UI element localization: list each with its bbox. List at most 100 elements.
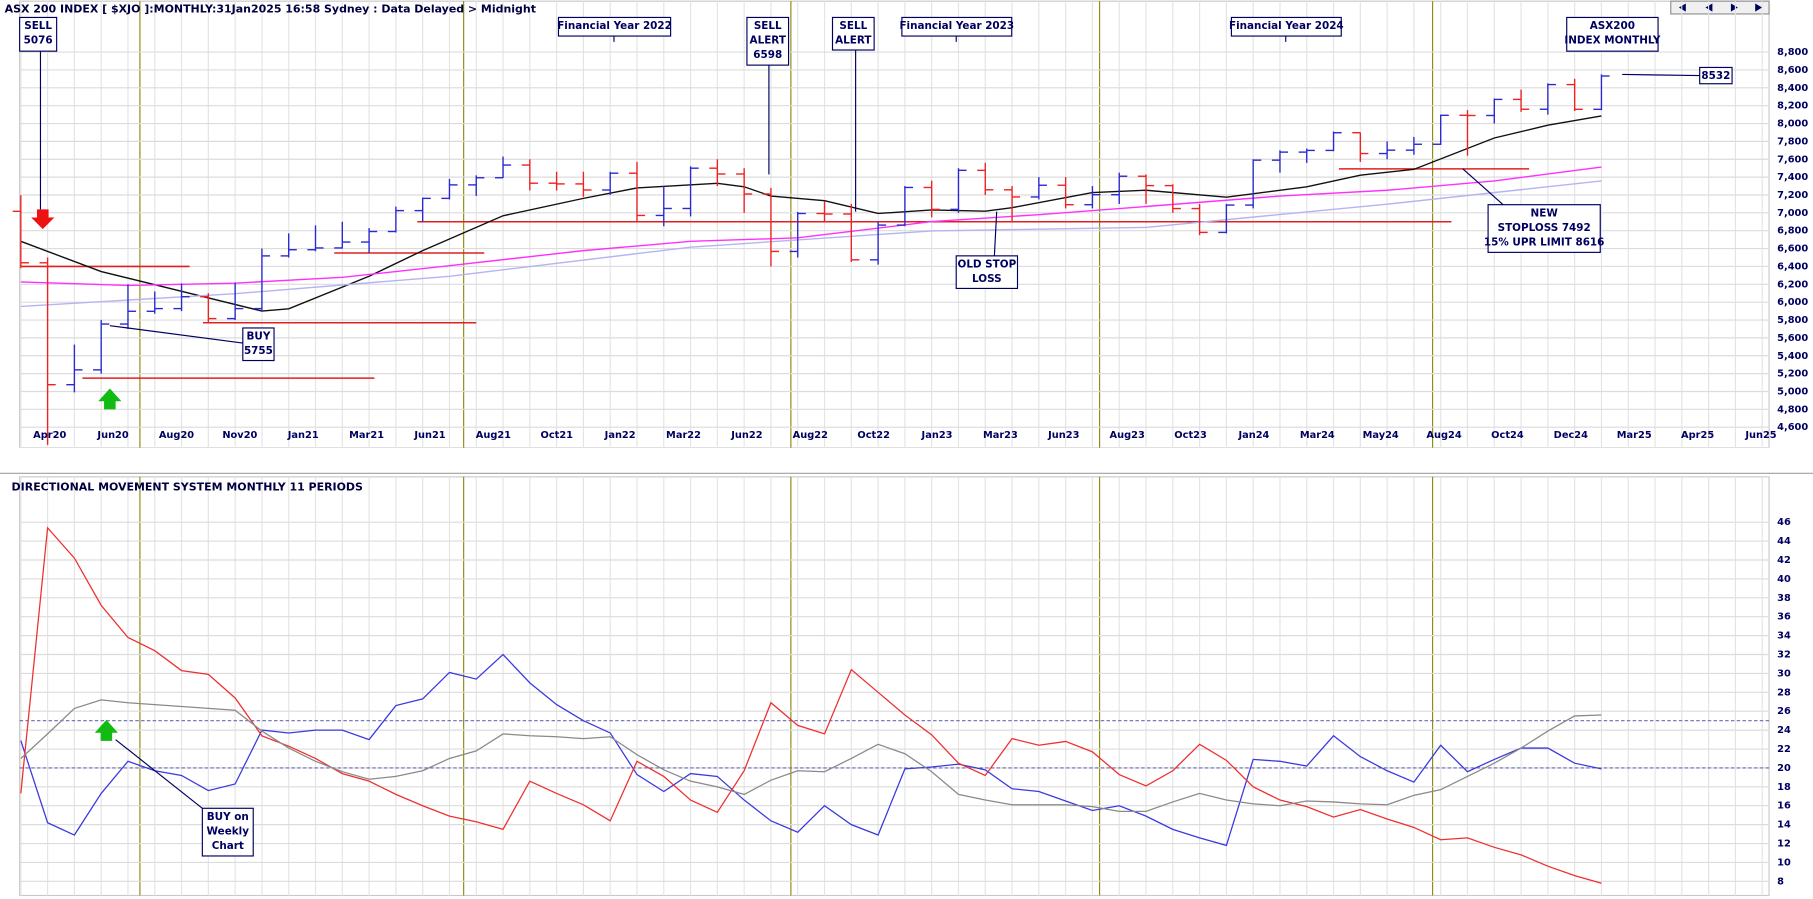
- dmi-panel: [19, 476, 1770, 897]
- y-tick-label: 7,400: [1777, 172, 1808, 183]
- y-tick-label: 5,600: [1777, 333, 1808, 344]
- x-tick-label: Jan24: [1237, 430, 1269, 441]
- y-tick-label: 7,200: [1777, 190, 1808, 201]
- y-tick-label: 28: [1777, 687, 1791, 698]
- y-tick-label: 5,000: [1777, 386, 1808, 397]
- y-tick-label: 14: [1777, 820, 1791, 831]
- annotation-box: [1230, 16, 1342, 37]
- y-tick-label: 36: [1777, 612, 1791, 623]
- y-tick-label: 22: [1777, 744, 1791, 755]
- dmi-line: [20, 653, 1602, 847]
- annotation-box: [831, 16, 875, 51]
- y-tick-label: 26: [1777, 706, 1791, 717]
- y-tick-label: 16: [1777, 801, 1791, 812]
- y-tick-label: 4,600: [1777, 422, 1808, 433]
- nav-last[interactable]: [1755, 3, 1763, 12]
- x-tick-label: Oct22: [857, 430, 890, 441]
- annotation-box: [1699, 66, 1733, 85]
- nav-bar: [1670, 0, 1770, 15]
- y-tick-label: 44: [1777, 536, 1791, 547]
- indicator-title: DIRECTIONAL MOVEMENT SYSTEM MONTHLY 11 P…: [12, 480, 363, 493]
- x-tick-label: Aug20: [159, 430, 194, 441]
- annotation-text: 6598: [753, 49, 782, 61]
- marks: [12, 74, 1770, 884]
- annotation-box: [955, 255, 1019, 290]
- x-tick-label: Aug23: [1110, 430, 1145, 441]
- y-tick-label: 30: [1777, 668, 1791, 679]
- y-tick-label: 5,400: [1777, 351, 1808, 362]
- dmi-line: [20, 699, 1602, 813]
- grid: [19, 1, 1770, 896]
- y-tick-label: 5,800: [1777, 315, 1808, 326]
- annotation-text: LOSS: [972, 273, 1002, 285]
- sell-arrow: [31, 209, 55, 230]
- labels: ASX 200 INDEX [ $XJO ]:MONTHLY:31Jan2025…: [5, 2, 1809, 887]
- y-tick-label: 5,200: [1777, 369, 1808, 380]
- buy-arrow: [98, 388, 122, 410]
- annotations: SELL 5076 Financial Year 2022 SELL ALERT 6598…: [19, 16, 1733, 857]
- x-tick-label: Aug24: [1426, 430, 1461, 441]
- y-tick-label: 6,000: [1777, 297, 1808, 308]
- annotation-text: BUY on: [207, 811, 249, 823]
- y-tick-label: 10: [1777, 857, 1791, 868]
- annotation-text: ASX200: [1590, 20, 1635, 32]
- y-tick-label: 7,600: [1777, 154, 1808, 165]
- y-tick-label: 8: [1777, 876, 1784, 887]
- y-tick-label: 8,200: [1777, 101, 1808, 112]
- x-tick-label: Jun23: [1047, 430, 1079, 441]
- x-tick-label: Oct23: [1174, 430, 1207, 441]
- annotation-box: [557, 16, 672, 37]
- annotation-box: [1487, 204, 1601, 253]
- annotation-connector: [993, 211, 998, 256]
- annotation-text: 8532: [1701, 70, 1730, 82]
- dmi-line: [20, 526, 1602, 884]
- annotation-box: [746, 16, 790, 66]
- x-tick-label: Apr20: [33, 430, 66, 441]
- y-tick-label: 6,200: [1777, 279, 1808, 290]
- x-tick-label: Dec24: [1554, 430, 1588, 441]
- nav-next[interactable]: [1730, 3, 1738, 12]
- annotation-connector: [115, 739, 203, 809]
- signal-arrows: [31, 209, 122, 741]
- x-tick-label: Mar21: [349, 430, 384, 441]
- y-tick-label: 7,800: [1777, 136, 1808, 147]
- annotation-text: INDEX MONTHLY: [1564, 35, 1661, 47]
- annotation-text: 5755: [244, 345, 273, 357]
- y-tick-label: 7,000: [1777, 208, 1808, 219]
- x-tick-label: Mar22: [666, 430, 701, 441]
- chart-title: ASX 200 INDEX [ $XJO ]:MONTHLY:31Jan2025…: [5, 2, 536, 15]
- annotation-text: STOPLOSS 7492: [1498, 222, 1591, 234]
- x-tick-label: Oct21: [540, 430, 573, 441]
- axis-band: [0, 447, 1813, 474]
- x-tick-label: Jun22: [730, 430, 762, 441]
- annotation-box: [901, 16, 1013, 37]
- annotation-text: SELL: [754, 20, 782, 32]
- annotation-box: [1566, 16, 1659, 52]
- x-tick-label: Jun21: [413, 430, 445, 441]
- annotation-text: Chart: [212, 840, 244, 852]
- annotation-box: [19, 16, 58, 52]
- y-tick-label: 42: [1777, 555, 1791, 566]
- annotation-text: ALERT: [750, 35, 787, 47]
- x-tick-label: Jan22: [604, 430, 636, 441]
- x-tick-label: May24: [1363, 430, 1399, 441]
- x-tick-label: Mar25: [1617, 430, 1652, 441]
- y-tick-label: 6,600: [1777, 244, 1808, 255]
- x-tick-label: Aug21: [476, 430, 511, 441]
- buy-arrow: [94, 719, 118, 741]
- y-tick-label: 32: [1777, 649, 1791, 660]
- x-tick-label: Apr25: [1681, 430, 1714, 441]
- x-tick-label: Jun20: [96, 430, 128, 441]
- x-tick-label: Jun25: [1744, 430, 1776, 441]
- y-tick-label: 40: [1777, 574, 1791, 585]
- moving-average: [20, 180, 1602, 308]
- x-tick-label: Mar23: [983, 430, 1018, 441]
- y-tick-label: 6,400: [1777, 261, 1808, 272]
- annotation-text: Financial Year 2024: [1229, 20, 1344, 32]
- annotation-box: [201, 807, 254, 857]
- annotation-text: OLD STOP: [957, 259, 1016, 271]
- y-tick-label: 4,800: [1777, 404, 1808, 415]
- y-tick-label: 8,000: [1777, 119, 1808, 130]
